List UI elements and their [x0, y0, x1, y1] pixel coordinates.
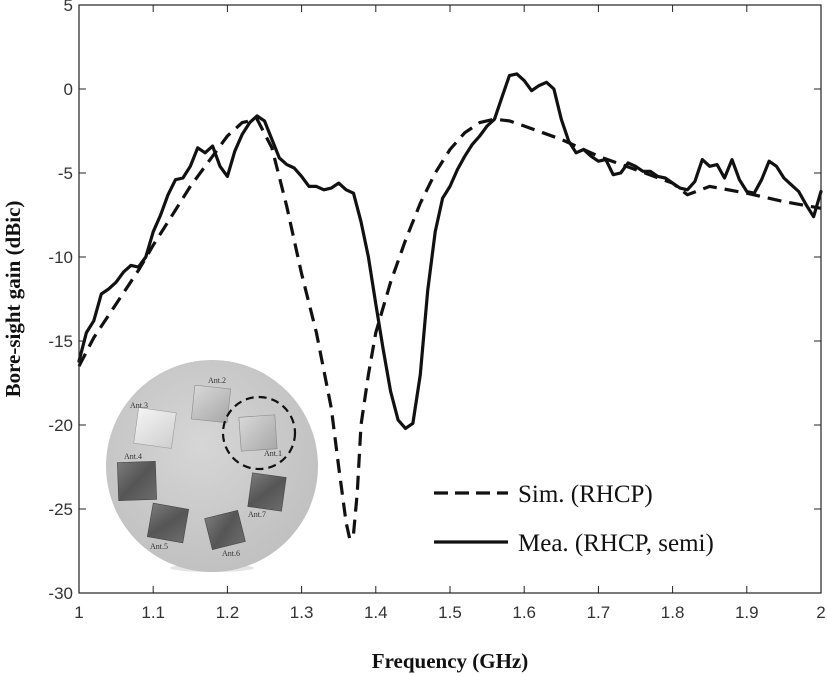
x-axis-label: Frequency (GHz)	[372, 649, 529, 673]
x-tick-label: 1.6	[512, 603, 536, 622]
antenna-label-2: Ant.2	[208, 376, 226, 385]
antenna-patch-6: Ant.6	[204, 509, 246, 558]
legend: Sim. (RHCP) Mea. (RHCP, semi)	[434, 481, 714, 557]
antenna-patch-7: Ant.7	[247, 472, 287, 519]
highlight-circle	[221, 395, 297, 471]
antenna-label-6: Ant.6	[222, 549, 240, 558]
y-tick-label: -5	[58, 164, 73, 183]
x-tick-label: 1.1	[141, 603, 165, 622]
antenna-label-7: Ant.7	[248, 510, 266, 519]
x-tick-label: 1.2	[216, 603, 240, 622]
antenna-patch-1: Ant.1	[238, 414, 282, 458]
y-tick-label: 5	[64, 0, 73, 15]
plot-frame	[78, 4, 822, 594]
antenna-label-1: Ant.1	[264, 449, 282, 458]
y-tick-label: -25	[48, 500, 73, 519]
y-tick-label: -30	[48, 584, 73, 603]
x-tick-label: 2	[816, 603, 825, 622]
y-tick-label: -20	[48, 416, 73, 435]
axis-ticks: 1 1.1 1.2 1.3 1.4 1.5 1.6 1.7 1.8 1.9 2 5 0 -5 -10 -15 -…	[48, 0, 825, 622]
x-tick-label: 1.9	[735, 603, 759, 622]
inset-photo: Ant.2 Ant.3 Ant.1 Ant.4 Ant.7 Ant.5	[106, 360, 318, 572]
series-layer	[77, 72, 823, 541]
x-tick-label: 1.8	[661, 603, 685, 622]
x-tick-label: 1.3	[290, 603, 314, 622]
series-line-sim	[77, 117, 822, 541]
legend-label-sim: Sim. (RHCP)	[518, 481, 653, 508]
antenna-patch-3: Ant.3	[130, 401, 177, 449]
antenna-label-5: Ant.5	[150, 542, 168, 551]
y-tick-label: -10	[48, 248, 73, 267]
antenna-label-4: Ant.4	[124, 452, 142, 461]
antenna-patch-5: Ant.5	[146, 502, 190, 551]
x-tick-label: 1.4	[364, 603, 388, 622]
x-tick-label: 1	[74, 603, 83, 622]
y-axis-label: Bore-sight gain (dBic)	[1, 201, 25, 398]
antenna-label-3: Ant.3	[130, 401, 148, 410]
legend-label-mea: Mea. (RHCP, semi)	[518, 530, 714, 557]
x-tick-label: 1.7	[587, 603, 611, 622]
series-line-mea	[77, 72, 823, 430]
x-tick-label: 1.5	[438, 603, 462, 622]
y-tick-label: -15	[48, 332, 73, 351]
y-tick-label: 0	[64, 80, 73, 99]
antenna-patch-4: Ant.4	[117, 452, 157, 501]
antenna-patch-2: Ant.2	[190, 376, 232, 424]
